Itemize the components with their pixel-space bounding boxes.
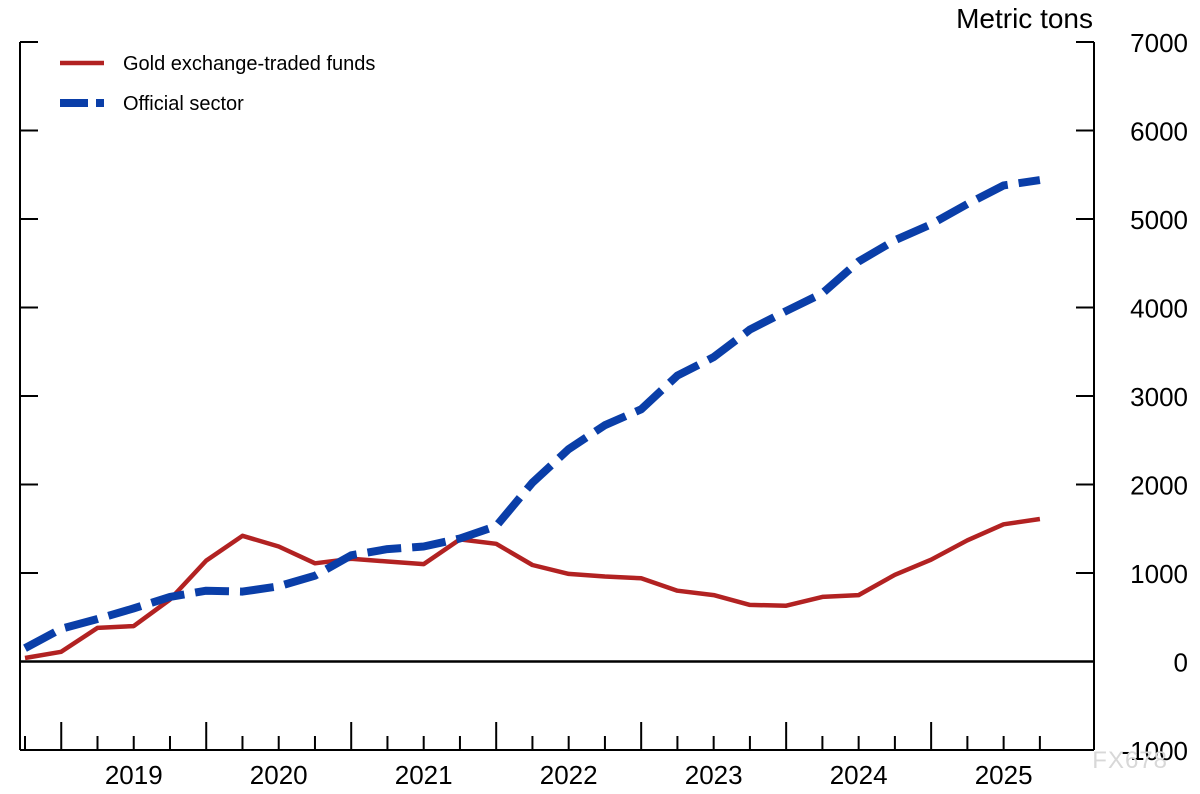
y-tick-label: -1000 (1122, 736, 1189, 766)
y-axis-ticks: -1000 0 1000 2000 3000 4000 5000 6000 7000 (20, 28, 1188, 766)
y-tick-label: 6000 (1130, 117, 1188, 147)
y-tick-label: 4000 (1130, 294, 1188, 324)
x-tick-label: 2025 (975, 760, 1033, 790)
y-tick-label: 2000 (1130, 471, 1188, 501)
legend-label: Gold exchange-traded funds (123, 53, 375, 75)
x-tick-label: 2022 (540, 760, 598, 790)
series-line-gold-etf (24, 516, 1041, 661)
watermark-text: FX678 (1092, 747, 1168, 774)
y-tick-label: 0 (1174, 648, 1188, 678)
y-tick-label: 3000 (1130, 382, 1188, 412)
y-tick-label: 7000 (1130, 28, 1188, 58)
x-tick-label: 2023 (685, 760, 743, 790)
x-tick-label: 2019 (105, 760, 163, 790)
y-tick-label: 1000 (1130, 559, 1188, 589)
y-tick-label: 5000 (1130, 205, 1188, 235)
x-tick-label: 2020 (250, 760, 308, 790)
x-tick-label: 2024 (830, 760, 888, 790)
legend: Gold exchange-traded funds Official secto… (60, 53, 375, 115)
y-unit-label: Metric tons (956, 3, 1093, 34)
chart-axes (19, 42, 1095, 751)
series-line-official-sector (23, 176, 1041, 652)
x-axis-ticks: 2019 2020 2021 2022 2023 2024 2025 (24, 722, 1041, 790)
series-layer (23, 176, 1041, 661)
x-tick-label: 2021 (395, 760, 453, 790)
legend-label: Official sector (123, 93, 244, 115)
